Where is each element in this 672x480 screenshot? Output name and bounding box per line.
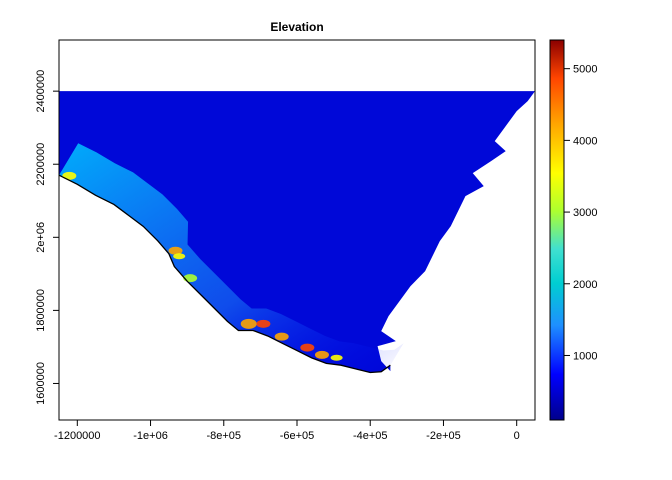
y-tick-label-4: 2400000	[35, 70, 47, 113]
x-tick-label-3: -6e+05	[280, 430, 315, 442]
colorbar: 1000 2000 3000 4000 5000	[549, 39, 597, 421]
y-tick-label-3: 2200000	[35, 143, 47, 186]
peak-patch-9	[330, 354, 343, 361]
y-tick-label-1: 1800000	[35, 289, 47, 332]
coastline	[59, 174, 391, 374]
peak-patch-1	[168, 246, 183, 255]
x-tick-label-6: 0	[514, 430, 520, 442]
x-tick-label-0: -1200000	[54, 430, 101, 442]
x-tick-label-1: -1e+06	[133, 430, 168, 442]
x-tick-label-2: -8e+05	[206, 430, 241, 442]
highland-band	[59, 143, 404, 373]
colorbar-tick-label-2: 3000	[573, 207, 597, 219]
peak-patch-6	[274, 332, 289, 341]
y-tick-label-0: 1600000	[35, 362, 47, 405]
chart-title: Elevation	[270, 20, 323, 34]
y-axis: 1600000 1800000 2e+06 2200000 2400000	[35, 70, 60, 405]
x-tick-label-5: -2e+05	[426, 430, 461, 442]
colorbar-tick-label-3: 4000	[573, 135, 597, 147]
high-elevation-peaks	[62, 171, 343, 361]
colorbar-tick-label-0: 1000	[573, 350, 597, 362]
colorbar-tick-label-4: 5000	[573, 64, 597, 76]
land-raster	[59, 91, 535, 373]
x-tick-label-4: -4e+05	[353, 430, 388, 442]
peak-patch-0	[62, 171, 77, 180]
peak-patch-8	[314, 350, 329, 359]
peak-patch-4	[240, 318, 257, 329]
colorbar-ticks: 1000 2000 3000 4000 5000	[564, 64, 597, 362]
colorbar-gradient	[549, 39, 565, 421]
colorbar-tick-label-1: 2000	[573, 279, 597, 291]
peak-patch-7	[300, 343, 315, 352]
x-axis: -1200000 -1e+06 -8e+05 -6e+05 -4e+05 -2e+05 0	[54, 419, 520, 442]
peak-patch-5	[256, 319, 271, 328]
peak-patch-2	[173, 253, 186, 260]
y-tick-label-2: 2e+06	[35, 222, 47, 253]
